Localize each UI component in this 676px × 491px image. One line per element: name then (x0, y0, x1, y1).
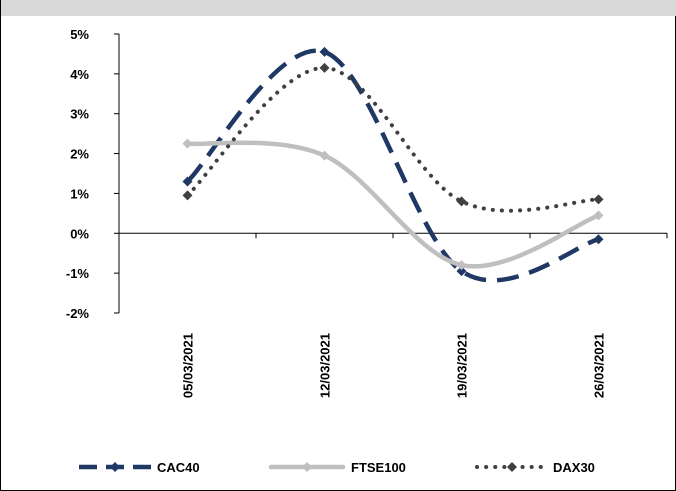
data-point-ftse100 (456, 260, 467, 271)
series-line-ftse100 (185, 140, 601, 269)
legend: CAC40 FTSE100 DAX30 (79, 460, 595, 475)
x-tick-label: 12/03/2021 (318, 333, 333, 398)
data-point-ftse100 (319, 150, 330, 161)
x-tick-label: 19/03/2021 (455, 333, 470, 398)
x-tick-label: 26/03/2021 (592, 333, 607, 398)
legend-marker-ftse100 (302, 462, 312, 472)
legend-marker-cac40 (110, 462, 120, 472)
data-point-cac40 (182, 176, 193, 187)
y-tick-label: 5% (70, 27, 89, 42)
y-tick-label: 2% (70, 147, 89, 162)
data-point-cac40 (593, 234, 604, 245)
data-point-dax30 (456, 196, 467, 207)
y-tick-label: -2% (66, 306, 90, 321)
data-point-dax30 (319, 62, 330, 73)
axes (114, 33, 668, 314)
y-tick-label: 4% (70, 67, 89, 82)
data-point-dax30 (182, 190, 193, 201)
x-axis-tick-labels: 05/03/2021 12/03/2021 19/03/2021 26/03/2021 (181, 333, 607, 398)
legend-label-dax30: DAX30 (553, 460, 595, 475)
data-point-cac40 (456, 266, 467, 277)
y-axis-tick-labels: 5% 4% 3% 2% 1% 0% -1% -2% (66, 27, 90, 321)
y-tick-label: 0% (70, 226, 89, 241)
legend-label-cac40: CAC40 (157, 460, 200, 475)
data-point-ftse100 (593, 210, 604, 221)
legend-marker-dax30 (507, 462, 517, 472)
series-line-cac40 (185, 48, 600, 283)
y-tick-label: 1% (70, 186, 89, 201)
x-tick-label: 05/03/2021 (181, 333, 196, 398)
data-point-cac40 (319, 46, 330, 57)
legend-label-ftse100: FTSE100 (351, 460, 406, 475)
header-bar (1, 0, 676, 16)
series-line-dax30 (185, 65, 601, 213)
y-tick-label: 3% (70, 107, 89, 122)
y-tick-label: -1% (66, 266, 90, 281)
data-point-ftse100 (182, 138, 193, 149)
data-point-dax30 (593, 194, 604, 205)
series-lines (182, 46, 604, 283)
